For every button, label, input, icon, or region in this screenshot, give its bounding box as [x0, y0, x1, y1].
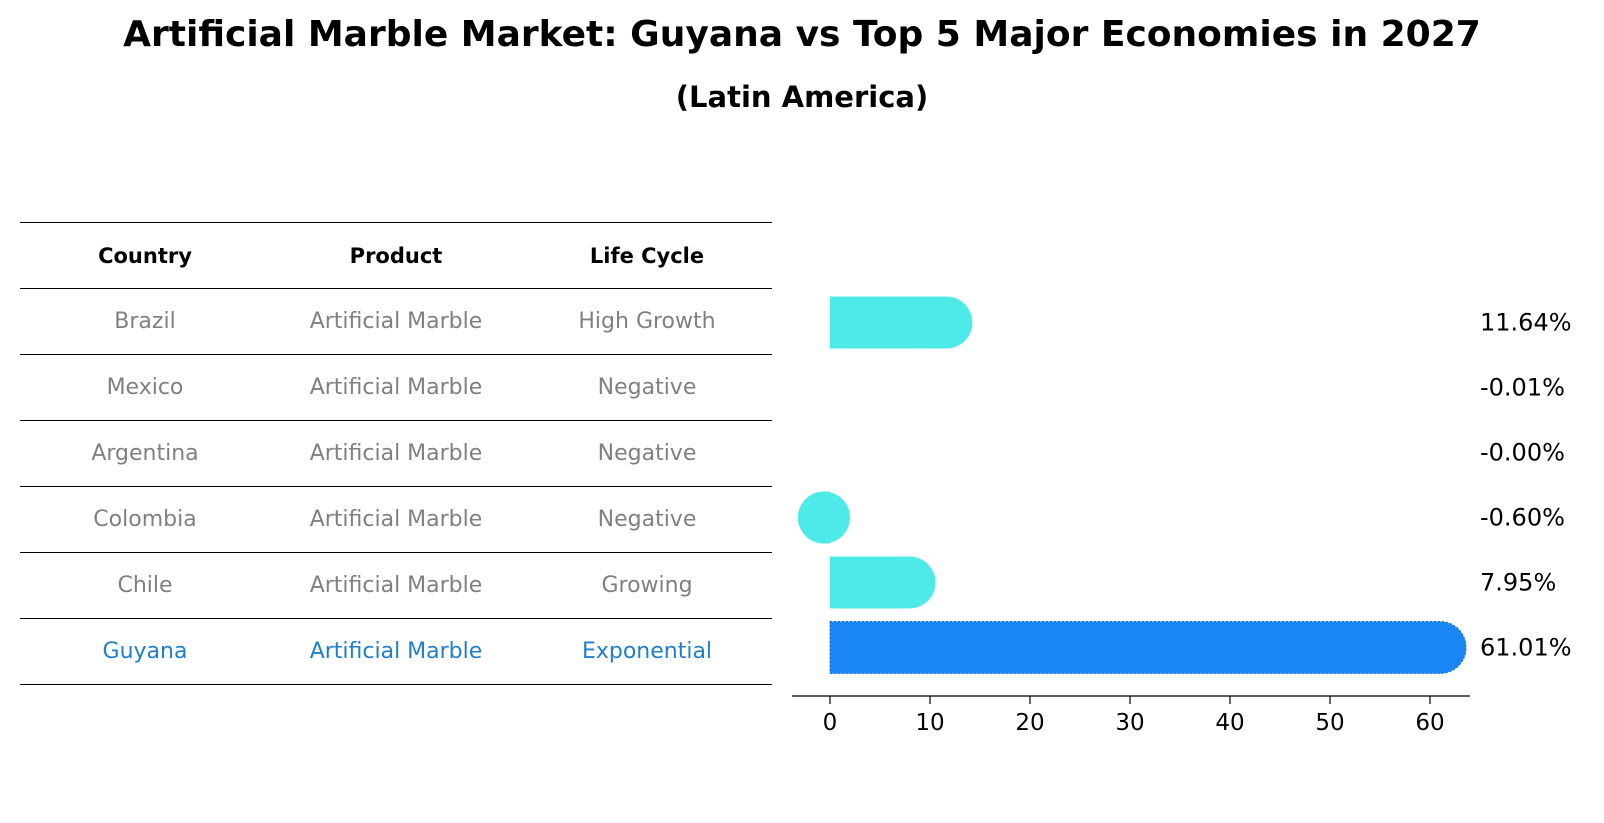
cell-country: Argentina: [20, 420, 270, 487]
cell-life-cycle: Negative: [522, 486, 772, 553]
x-tick-label: 60: [1415, 710, 1444, 736]
x-tick-label: 40: [1215, 710, 1244, 736]
table-row: Brazil Artificial Marble High Growth: [20, 288, 772, 355]
table-header-row: Country Product Life Cycle: [20, 222, 772, 289]
bar-cap-colombia: [798, 491, 850, 544]
cell-country: Colombia: [20, 486, 270, 553]
x-tick-label: 10: [915, 710, 944, 736]
cell-product: Artificial Marble: [270, 552, 522, 619]
x-tick-label: 30: [1115, 710, 1144, 736]
cell-product: Artificial Marble: [270, 420, 522, 487]
cell-country: Guyana: [20, 618, 270, 685]
cell-product: Artificial Marble: [270, 354, 522, 421]
bar-guyana: [829, 621, 1467, 674]
cell-life-cycle: Exponential: [522, 618, 772, 685]
x-tick-label: 50: [1315, 710, 1344, 736]
header-life-cycle: Life Cycle: [522, 222, 772, 289]
chart-subtitle: (Latin America): [675, 80, 929, 114]
cell-life-cycle: High Growth: [522, 288, 772, 355]
table-row-highlight: Guyana Artificial Marble Exponential: [20, 618, 772, 685]
bar-chile: [830, 556, 936, 609]
x-tick-label: 20: [1015, 710, 1044, 736]
x-tick-label: 0: [823, 710, 838, 736]
cell-life-cycle: Negative: [522, 354, 772, 421]
cell-product: Artificial Marble: [270, 618, 522, 685]
table-row: Chile Artificial Marble Growing: [20, 552, 772, 619]
cell-product: Artificial Marble: [270, 288, 522, 355]
cell-country: Chile: [20, 552, 270, 619]
table-row: Colombia Artificial Marble Negative: [20, 486, 772, 553]
value-label-colombia: -0.60%: [1480, 504, 1565, 532]
header-country: Country: [20, 222, 270, 289]
cell-product: Artificial Marble: [270, 486, 522, 553]
cell-country: Brazil: [20, 288, 270, 355]
header-product: Product: [270, 222, 522, 289]
table-row: Mexico Artificial Marble Negative: [20, 354, 772, 421]
country-table: Country Product Life Cycle Brazil Artifi…: [20, 222, 772, 685]
value-label-guyana: 61.01%: [1480, 634, 1572, 662]
value-label-chile: 7.95%: [1480, 569, 1556, 597]
value-label-argentina: -0.00%: [1480, 439, 1565, 467]
cell-life-cycle: Negative: [522, 420, 772, 487]
value-label-mexico: -0.01%: [1480, 374, 1565, 402]
bar-brazil: [830, 296, 973, 349]
cell-life-cycle: Growing: [522, 552, 772, 619]
value-label-brazil: 11.64%: [1480, 309, 1572, 337]
table-row: Argentina Artificial Marble Negative: [20, 420, 772, 487]
cell-country: Mexico: [20, 354, 270, 421]
chart-title: Artificial Marble Market: Guyana vs Top …: [123, 14, 1481, 55]
